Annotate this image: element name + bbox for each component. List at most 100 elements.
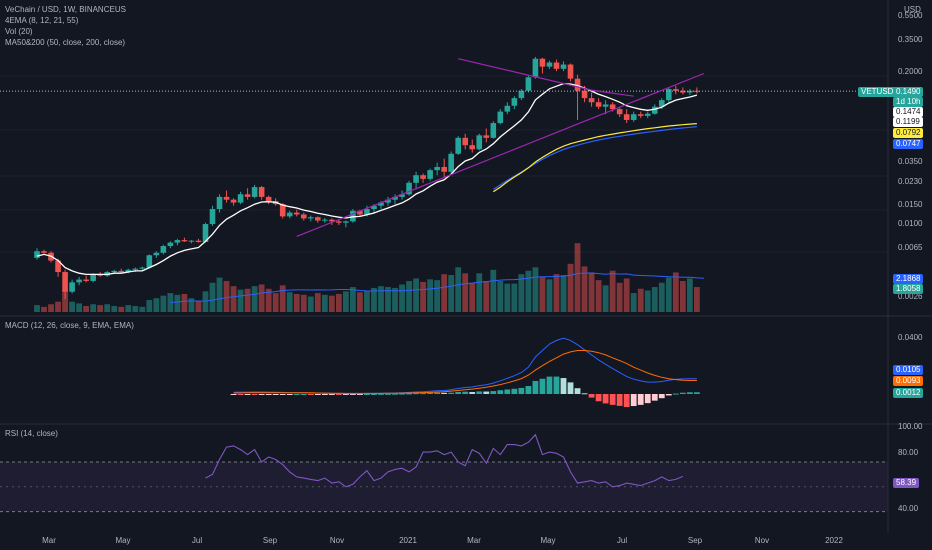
volume-bar (216, 277, 223, 312)
candle-body (69, 282, 75, 292)
volume-bar (286, 292, 293, 312)
macd-histogram-bar (413, 393, 419, 395)
candle-body (125, 269, 132, 273)
volume-bar (118, 306, 125, 312)
macd-legend[interactable]: MACD (12, 26, close, 9, EMA, EMA) (5, 321, 134, 330)
volume-bar (153, 298, 160, 312)
volume-bar (357, 292, 363, 312)
macd-histogram-bar (420, 393, 426, 395)
volume-bar (195, 300, 202, 312)
candle-body (209, 209, 216, 225)
candle-body (378, 202, 384, 206)
volume-bar (686, 278, 693, 312)
volume-bar (111, 305, 118, 312)
pane-separators (0, 0, 932, 532)
volume-bar (623, 278, 630, 312)
volume-bar (504, 283, 511, 312)
candle-body (216, 196, 223, 210)
macd-histogram-bar (237, 394, 244, 395)
volume-bar (483, 281, 490, 312)
candle-body (167, 242, 174, 247)
volume-bar (392, 287, 398, 312)
macd-histogram-bar (553, 376, 560, 394)
candle-body (673, 89, 679, 91)
volume-bar (258, 284, 265, 312)
candle-body (560, 64, 567, 69)
time-tick: Sep (262, 536, 278, 545)
candle-body (364, 209, 370, 215)
candle-body (181, 240, 188, 242)
volume-bar (364, 290, 370, 312)
volume-bar (539, 276, 546, 312)
candle-body (427, 170, 433, 179)
time-tick: May (115, 536, 131, 545)
macd-histogram-bar (672, 393, 679, 395)
time-tick: Mar (42, 536, 56, 545)
candle-body (237, 194, 244, 203)
volume-bar (399, 284, 405, 312)
candle-body (322, 219, 328, 221)
volume-bar (602, 285, 609, 312)
macd-histogram-bar (581, 393, 588, 395)
rsi-tick: 80.00 (898, 448, 919, 457)
macd-tick: 0.0400 (898, 333, 923, 342)
candle-body (546, 62, 553, 67)
indicator-vol[interactable]: Vol (20) (5, 27, 33, 36)
volume-bar (441, 274, 448, 312)
volume-bar (490, 269, 497, 312)
candle-body (371, 205, 377, 210)
candle-body (413, 175, 419, 183)
volume-bar (335, 293, 342, 312)
macd-histogram-bar (518, 387, 525, 394)
volume-bar (609, 270, 616, 312)
macd-histogram-bar (392, 393, 398, 395)
price-label-ema: 0.1474 (893, 107, 924, 117)
candle-body (90, 274, 96, 281)
indicator-ma[interactable]: MA50&200 (50, close, 200, close) (5, 38, 126, 47)
macd-histogram-bar (448, 392, 455, 394)
trendline-ascending (296, 72, 705, 237)
indicator-4ema[interactable]: 4EMA (8, 12, 21, 55) (5, 16, 79, 25)
price-tick: 0.0065 (898, 243, 923, 252)
ema-line (36, 83, 698, 276)
volume-bar (244, 288, 251, 312)
volume-bar (350, 287, 356, 312)
volume-bar (146, 299, 153, 312)
volume-bar (637, 288, 644, 312)
symbol-title[interactable]: VeChain / USD, 1W, BINANCEUS (5, 5, 126, 14)
macd-histogram-bar (651, 394, 658, 401)
candles (34, 56, 700, 300)
volume-bar (279, 285, 286, 312)
macd-histogram-bar (307, 394, 314, 395)
macd-histogram-bar (504, 389, 511, 394)
macd-histogram-bar (279, 394, 286, 395)
macd-histogram-bar (434, 392, 441, 394)
trendlines[interactable] (296, 58, 705, 237)
macd-histogram-bar (357, 394, 363, 395)
candle-body (230, 199, 237, 203)
macd-histogram-bar (602, 394, 609, 404)
rsi-legend[interactable]: RSI (14, close) (5, 429, 58, 438)
trendline-descending (458, 58, 634, 97)
macd-histogram-bar (525, 386, 532, 394)
volume-bar (553, 274, 560, 312)
candle-body (490, 123, 497, 138)
macd-histogram-bar (532, 380, 539, 394)
candle-body (132, 268, 139, 270)
macd-histogram-bar (693, 392, 700, 394)
volume-bar (223, 281, 230, 312)
macd-histogram-bar (364, 394, 370, 395)
macd-histogram-bar (469, 391, 476, 394)
volume-bar (448, 275, 455, 312)
candle-body (630, 114, 637, 120)
volume-bar (300, 294, 307, 312)
candle-body (637, 114, 644, 116)
macd-histogram-bar (588, 394, 595, 398)
volume-bar (672, 272, 679, 312)
candle-body (244, 194, 251, 197)
rsi-band (0, 461, 888, 513)
candle-body (581, 90, 588, 99)
volume-bar (104, 304, 111, 312)
candle-body (286, 212, 293, 217)
